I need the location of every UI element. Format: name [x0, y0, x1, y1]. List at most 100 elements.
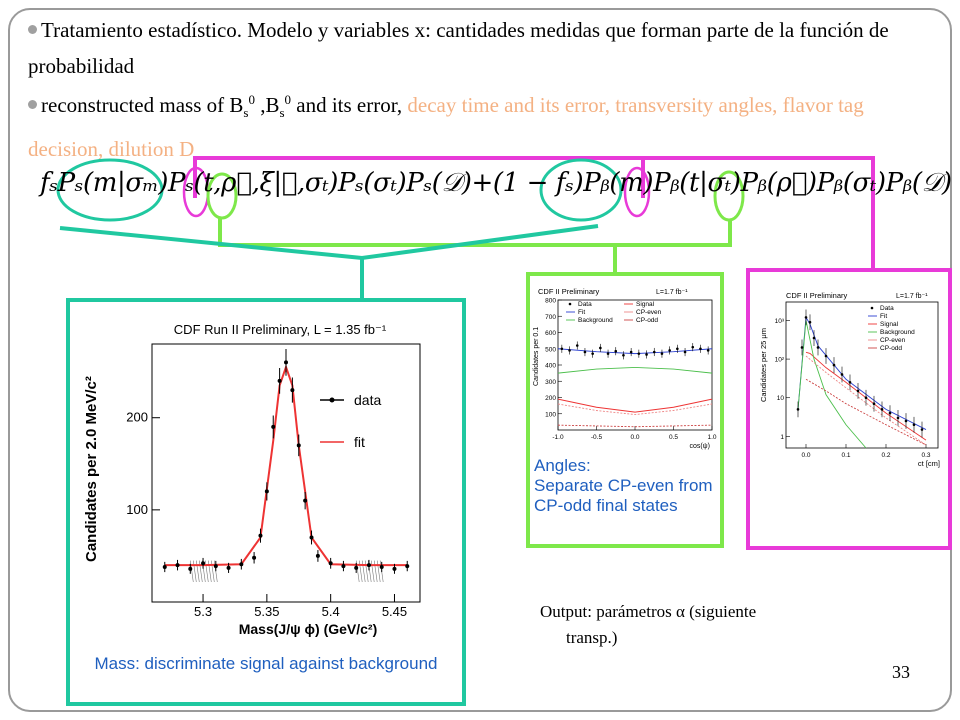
angles-legend-marker: [568, 302, 572, 306]
angles-data-point: [676, 347, 679, 351]
mass-data-point: [284, 360, 288, 365]
mass-data-point: [341, 564, 346, 569]
angles-xtick-label: 0.0: [630, 434, 639, 441]
ct-data-point: [864, 396, 868, 400]
mass-data-point: [303, 498, 308, 503]
ct-ytick-label: 1: [780, 434, 784, 441]
mass-xtick-label: 5.4: [322, 604, 340, 619]
mass-panel: CDF Run II Preliminary, L = 1.35 fb⁻¹ 5.…: [66, 298, 466, 706]
bullet-dot-icon: [28, 24, 37, 34]
mass-data-point: [226, 565, 231, 570]
angles-data-point: [622, 353, 625, 357]
ct-plot: CDF II Preliminary L=1.7 fb⁻¹ 0.0 0.1 0.2 0…: [759, 291, 940, 468]
angles-data-point: [706, 349, 710, 352]
ct-data-point: [816, 346, 820, 349]
ct-legend-label: Background: [880, 329, 915, 336]
mass-xtick-label: 5.45: [382, 604, 407, 619]
ct-curve-cp-odd: [805, 378, 927, 446]
angles-plot-title: CDF II Preliminary: [538, 287, 600, 296]
mass-data-point: [162, 564, 167, 569]
angles-curve-fit: [557, 348, 713, 355]
ct-data-point: [824, 354, 828, 358]
mass-caption: Mass: discriminate signal against backgr…: [94, 654, 438, 673]
bullet-statistical-treatment: Tratamiento estadístico. Modelo y variab…: [28, 12, 958, 84]
ct-data-point: [912, 423, 916, 427]
mass-data-point: [354, 565, 359, 570]
mass-data-point: [264, 489, 269, 494]
angles-data-point: [583, 350, 587, 354]
ct-data-point: [888, 411, 892, 415]
angles-data-point: [637, 352, 641, 355]
bullet-prefix: reconstructed mass of: [41, 93, 225, 117]
ct-legend-label: Data: [880, 305, 894, 312]
ct-data-point: [796, 408, 800, 411]
mass-data-point: [175, 563, 180, 568]
output-note-line2: transp.): [566, 628, 618, 647]
likelihood-formula: fₛPₛ(m|σₘ)Pₛ(t,ρ⃗,ξ|𝒟,σₜ)Pₛ(σₜ)Pₛ(𝒟)+(1 …: [40, 168, 952, 198]
angles-curve-background: [557, 366, 713, 374]
sideband-hatch: [376, 560, 381, 583]
sideband-hatch: [204, 560, 209, 583]
ct-data-point: [856, 389, 860, 393]
ct-xtick-label: 0.2: [881, 452, 890, 459]
ct-plot-lumi: L=1.7 fb⁻¹: [896, 293, 928, 300]
sideband-hatch: [195, 560, 200, 583]
ct-curve-signal: [805, 351, 927, 441]
ct-data-point: [904, 419, 908, 423]
angles-legend-label: Fit: [578, 309, 585, 316]
ct-legend-label: Fit: [880, 313, 887, 320]
angles-xtick-label: -0.5: [591, 434, 603, 441]
mass-plot-title: CDF Run II Preliminary, L = 1.35 fb⁻¹: [174, 322, 387, 337]
angles-data-point: [668, 349, 671, 352]
angles-xtick-label: 1.0: [707, 434, 716, 441]
ct-plot-title: CDF II Preliminary: [786, 291, 848, 300]
sideband-hatch: [210, 560, 215, 583]
ct-curve-background: [797, 320, 867, 449]
angles-ytick-label: 300: [545, 379, 556, 386]
mass-data-point: [296, 443, 301, 448]
ct-panel: CDF II Preliminary L=1.7 fb⁻¹ 0.0 0.1 0.2 0…: [746, 268, 952, 550]
angles-data-point: [614, 349, 618, 353]
angles-curve-cp-even: [557, 403, 713, 416]
mass-data-point: [271, 424, 276, 429]
mass-xtick-label: 5.3: [194, 604, 212, 619]
angles-data-point: [606, 352, 610, 355]
angles-data-point: [652, 350, 656, 354]
page-number: 33: [892, 662, 910, 682]
angles-data-point: [591, 352, 594, 355]
ct-data-point: [800, 346, 804, 349]
mass-data-point: [258, 533, 263, 538]
ct-data-point: [840, 373, 844, 376]
angles-data-point: [575, 344, 579, 347]
angles-xtick-label: -1.0: [552, 434, 564, 441]
angles-data-point: [629, 350, 633, 354]
mass-data-point: [328, 561, 333, 566]
ct-xtick-label: 0.3: [921, 452, 930, 459]
angles-data-point: [560, 347, 564, 351]
sideband-hatch: [370, 560, 375, 583]
mass-data-point: [379, 564, 384, 569]
mass-data-point: [201, 561, 206, 566]
angles-xtick-label: 0.5: [669, 434, 678, 441]
mass-xtick-label: 5.35: [254, 604, 279, 619]
ct-ytick-label: 10²: [775, 357, 785, 364]
ct-data-point: [880, 408, 884, 411]
angles-legend-label: Signal: [636, 301, 655, 308]
mass-ytick-label: 200: [126, 410, 148, 425]
mass-data-point: [392, 566, 397, 571]
ct-plot-xlabel: ct [cm]: [918, 459, 940, 468]
ct-xtick-label: 0.0: [801, 452, 810, 459]
mass-data-point: [405, 564, 410, 569]
angles-ytick-label: 400: [545, 363, 556, 370]
angles-data-point: [699, 347, 702, 351]
mass-data-point: [252, 555, 257, 560]
bullet-mid: and its error,: [296, 93, 403, 117]
angles-ytick-label: 700: [545, 314, 556, 321]
mass-legend-fit: fit: [354, 434, 365, 450]
mass-ytick-label: 100: [126, 502, 148, 517]
angles-plot: CDF II Preliminary L=1.7 fb⁻¹ -1.0 -0.5 0.…: [533, 287, 717, 450]
angles-data-point: [660, 352, 664, 355]
ct-data-point: [832, 363, 836, 367]
mass-data-point: [239, 562, 244, 567]
